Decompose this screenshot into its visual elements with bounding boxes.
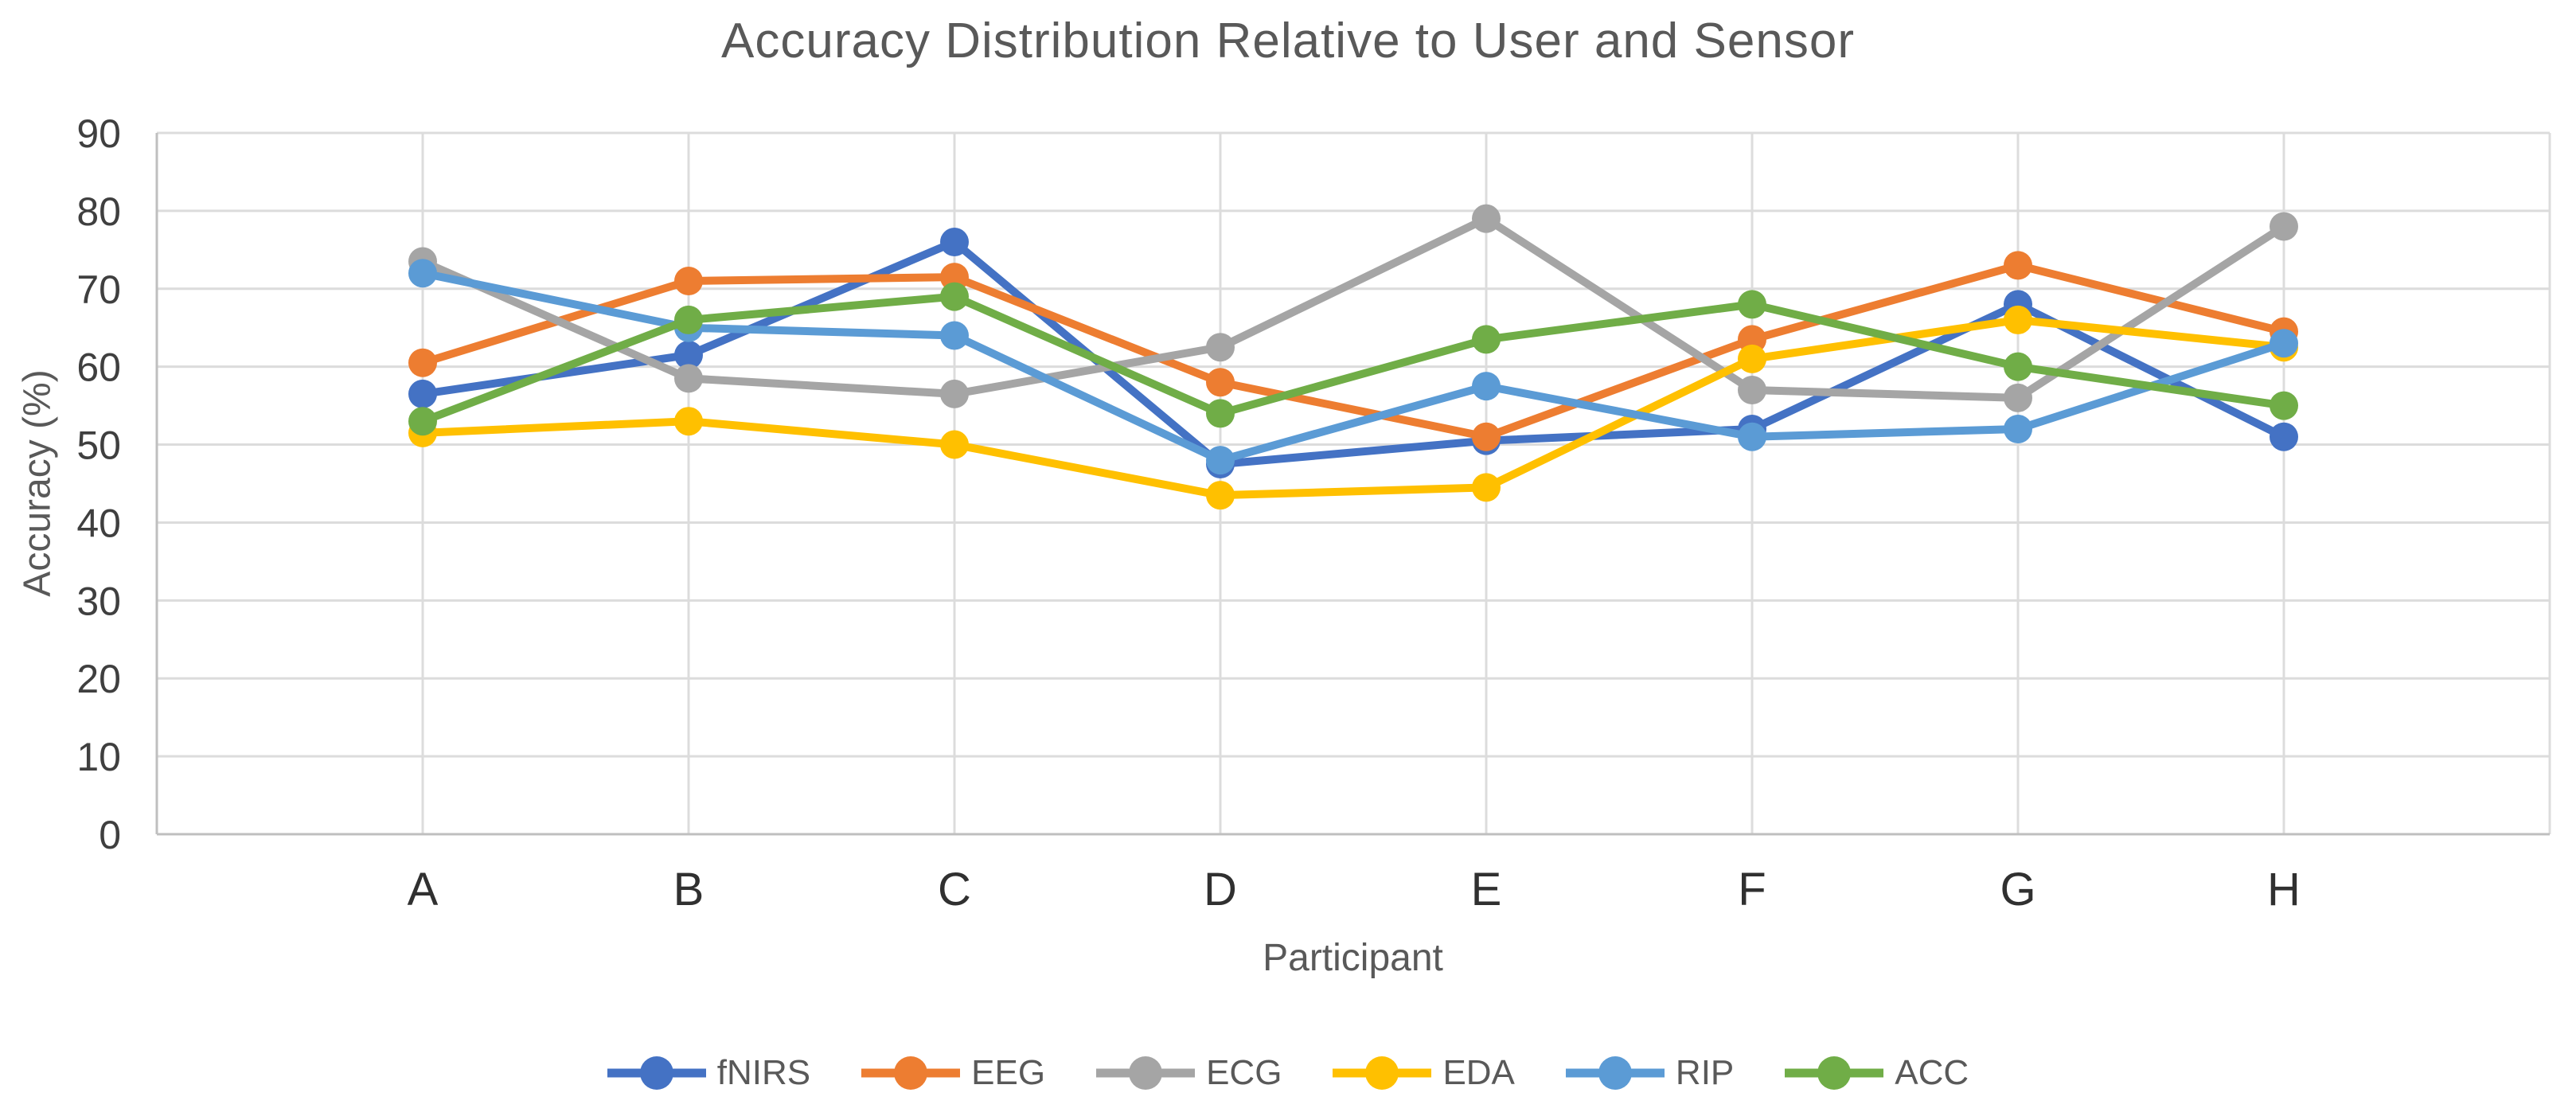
x-tick-label-D: D <box>1204 864 1237 915</box>
y-tick-label-70: 70 <box>76 267 121 312</box>
point-ACC-E <box>1472 325 1501 354</box>
point-EEG-D <box>1206 368 1235 397</box>
point-fNIRS-H <box>2270 422 2298 451</box>
x-tick-label-G: G <box>2000 864 2035 915</box>
point-fNIRS-A <box>408 379 437 408</box>
legend-item-RIP: RIP <box>1565 1053 1735 1093</box>
chart-title: Accuracy Distribution Relative to User a… <box>721 14 1855 68</box>
x-axis-title: Participant <box>1263 937 1443 979</box>
point-RIP-H <box>2270 329 2298 358</box>
point-RIP-E <box>1472 372 1501 401</box>
series-line-RIP <box>419 269 2288 465</box>
point-ACC-B <box>674 305 703 334</box>
point-ECG-G <box>2004 383 2032 412</box>
point-ACC-F <box>1738 290 1766 319</box>
series-line-ACC <box>419 292 2288 426</box>
point-RIP-C <box>940 321 969 350</box>
legend-label-fNIRS: fNIRS <box>716 1053 811 1092</box>
legend-label-EEG: EEG <box>971 1053 1046 1092</box>
series-EEG <box>408 251 2298 451</box>
x-tick-label-H: H <box>2267 864 2301 915</box>
legend-marker-icon <box>861 1056 961 1090</box>
y-tick-label-80: 80 <box>76 189 121 234</box>
legend-item-fNIRS: fNIRS <box>607 1053 810 1093</box>
series-line-ECG <box>419 214 2288 402</box>
point-fNIRS-B <box>674 340 703 369</box>
point-ECG-B <box>674 364 703 393</box>
series-line-EDA <box>419 315 2288 500</box>
point-ACC-D <box>1206 399 1235 428</box>
y-tick-label-20: 20 <box>76 657 121 701</box>
point-ECG-H <box>2270 212 2298 241</box>
point-EEG-B <box>674 266 703 295</box>
point-EDA-E <box>1472 473 1501 502</box>
x-tick-label-C: C <box>938 864 971 915</box>
x-tick-label-B: B <box>673 864 704 915</box>
legend-label-ECG: ECG <box>1206 1053 1282 1092</box>
point-ECG-E <box>1472 204 1501 233</box>
point-RIP-F <box>1738 422 1766 451</box>
legend-marker-icon <box>1785 1056 1884 1090</box>
legend-item-EEG: EEG <box>861 1053 1045 1093</box>
y-tick-label-30: 30 <box>76 579 121 623</box>
legend-marker-icon <box>1333 1056 1432 1090</box>
x-tick-label-E: E <box>1471 864 1502 915</box>
point-ACC-C <box>940 282 969 311</box>
point-RIP-G <box>2004 414 2032 443</box>
point-RIP-A <box>408 259 437 288</box>
point-EEG-E <box>1472 422 1501 451</box>
point-RIP-D <box>1206 446 1235 475</box>
legend-item-ECG: ECG <box>1096 1053 1282 1093</box>
series-ECG <box>408 204 2298 412</box>
series-line-EEG <box>419 261 2288 441</box>
legend-label-ACC: ACC <box>1895 1053 1969 1092</box>
point-EDA-C <box>940 430 969 459</box>
legend: fNIRS EEG ECG EDA RIP ACC <box>0 1048 2576 1098</box>
point-ECG-D <box>1206 333 1235 362</box>
point-EDA-D <box>1206 481 1235 510</box>
y-axis-title: Accuracy (%) <box>16 369 59 597</box>
x-tick-label-F: F <box>1738 864 1766 915</box>
y-tick-label-90: 90 <box>76 111 121 156</box>
point-EDA-F <box>1738 344 1766 373</box>
point-EDA-G <box>2004 305 2032 334</box>
point-ACC-H <box>2270 391 2298 420</box>
legend-marker-icon <box>1565 1056 1665 1090</box>
legend-marker-icon <box>607 1056 706 1090</box>
point-ACC-A <box>408 407 437 436</box>
point-ACC-G <box>2004 352 2032 381</box>
point-EEG-A <box>408 348 437 377</box>
point-ECG-C <box>940 379 969 408</box>
legend-item-ACC: ACC <box>1785 1053 1969 1093</box>
legend-marker-icon <box>1096 1056 1196 1090</box>
point-ECG-F <box>1738 376 1766 405</box>
series-ACC <box>408 282 2298 436</box>
legend-label-EDA: EDA <box>1442 1053 1515 1092</box>
x-tick-label-A: A <box>408 864 439 915</box>
y-tick-label-40: 40 <box>76 501 121 545</box>
y-tick-label-10: 10 <box>76 735 121 779</box>
legend-label-RIP: RIP <box>1675 1053 1735 1092</box>
point-EEG-G <box>2004 251 2032 280</box>
y-tick-label-50: 50 <box>76 423 121 468</box>
legend-item-EDA: EDA <box>1333 1053 1515 1093</box>
y-tick-label-0: 0 <box>99 813 121 857</box>
point-fNIRS-C <box>940 228 969 257</box>
y-tick-label-60: 60 <box>76 345 121 390</box>
point-EDA-B <box>674 407 703 436</box>
